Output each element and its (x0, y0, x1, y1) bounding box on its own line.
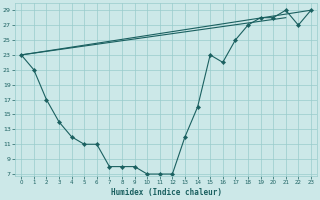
X-axis label: Humidex (Indice chaleur): Humidex (Indice chaleur) (111, 188, 221, 197)
